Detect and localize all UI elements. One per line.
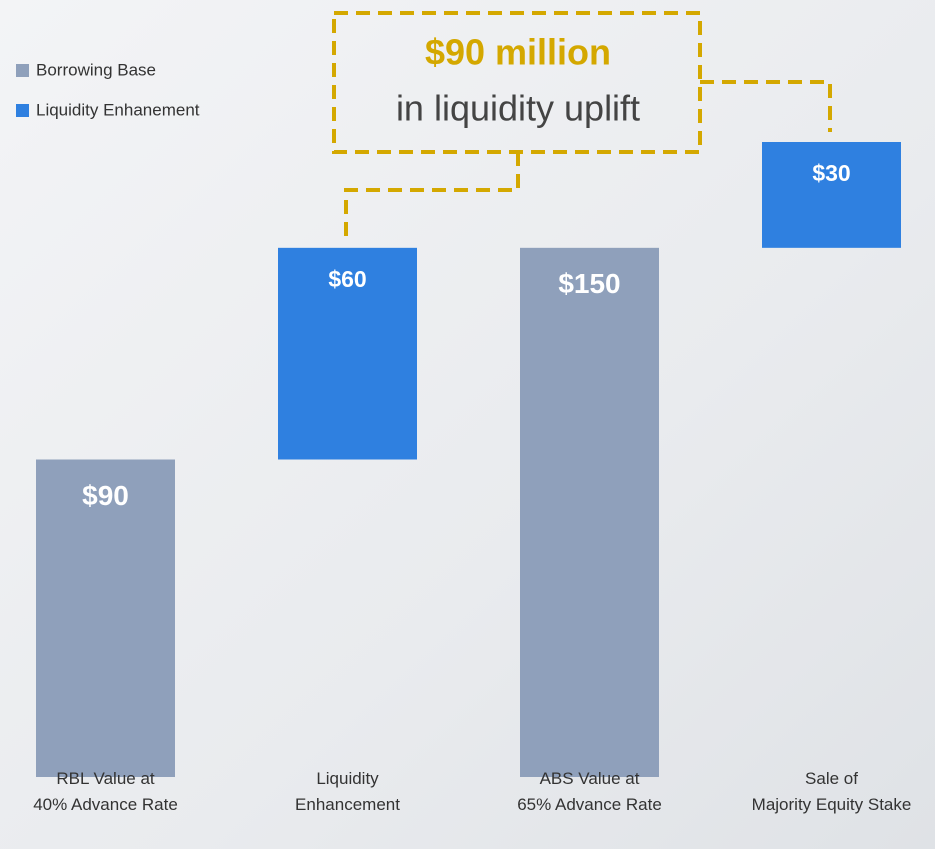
x-tick-label-line: Liquidity bbox=[316, 769, 379, 788]
x-tick-label-line: 40% Advance Rate bbox=[33, 795, 178, 814]
x-tick-label-line: Sale of bbox=[805, 769, 858, 788]
bar bbox=[36, 459, 175, 777]
x-tick-label-line: RBL Value at bbox=[56, 769, 155, 788]
callout-text: in liquidity uplift bbox=[396, 88, 640, 129]
x-tick-label: ABS Value at 65% Advance Rate bbox=[517, 769, 662, 814]
callout-lines bbox=[332, 11, 832, 240]
legend-label: Borrowing Base bbox=[36, 60, 156, 79]
legend-swatch bbox=[16, 64, 29, 77]
x-tick-label: Liquidity Enhancement bbox=[295, 769, 400, 814]
value-label: $150 bbox=[558, 268, 620, 299]
x-tick-label-line: Enhancement bbox=[295, 795, 400, 814]
callout-title: $90 million bbox=[425, 32, 611, 73]
value-label: $30 bbox=[812, 160, 850, 186]
value-label: $90 bbox=[82, 480, 129, 511]
bar bbox=[278, 247, 417, 460]
bar bbox=[762, 142, 901, 248]
value-label: $60 bbox=[328, 266, 366, 292]
x-tick-label-line: 65% Advance Rate bbox=[517, 795, 662, 814]
legend-swatch bbox=[16, 104, 29, 117]
x-tick-label-line: Majority Equity Stake bbox=[752, 795, 912, 814]
bar bbox=[520, 247, 659, 778]
x-tick-label-line: ABS Value at bbox=[540, 769, 640, 788]
legend-label: Liquidity Enhanement bbox=[36, 100, 200, 119]
callout-connector bbox=[700, 80, 832, 132]
callout-connector bbox=[344, 152, 520, 240]
x-tick-label: RBL Value at 40% Advance Rate bbox=[33, 769, 178, 814]
x-tick-label: Sale of Majority Equity Stake bbox=[752, 769, 912, 814]
